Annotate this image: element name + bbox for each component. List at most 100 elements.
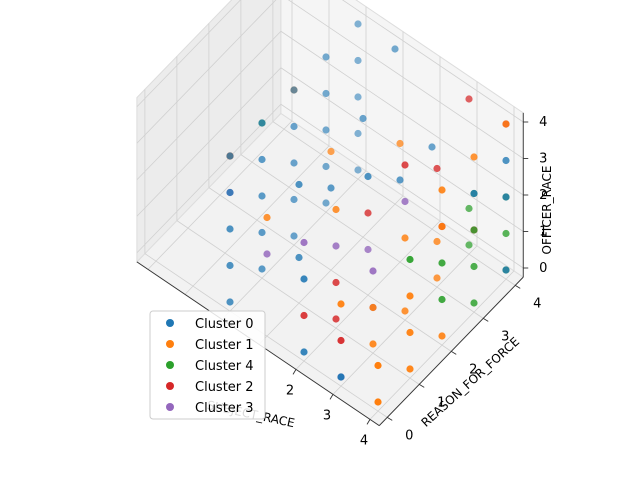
data-point-series-1 [401, 234, 409, 242]
grid-line-floor-x [147, 120, 293, 270]
grid-line-floor-x [258, 195, 404, 345]
data-point-series-2 [470, 262, 478, 271]
z-tick-label: 4 [539, 115, 547, 130]
data-point-series-0 [300, 348, 308, 356]
grid-line-back-z [280, 67, 524, 232]
data-point-series-0 [359, 114, 367, 123]
y-tick-mark [483, 317, 489, 322]
data-point-series-1 [396, 139, 404, 148]
data-point-series-2 [470, 299, 478, 307]
data-point-series-0 [322, 199, 330, 207]
z-tick-label: 2 [539, 188, 547, 203]
data-point-series-0 [290, 86, 298, 94]
data-point-series-1 [369, 340, 377, 348]
grid-line-floor-y [272, 121, 516, 286]
grid-line-floor-y [176, 220, 420, 385]
data-point-series-3 [465, 95, 473, 103]
data-point-series-0 [322, 53, 330, 61]
y-tick-mark [387, 416, 393, 421]
legend-marker [166, 361, 174, 369]
data-point-series-0 [354, 56, 362, 65]
data-point-series-0 [258, 155, 266, 164]
data-point-series-1 [470, 153, 478, 161]
data-point-series-0 [322, 126, 330, 134]
y-tick-label: 0 [405, 428, 413, 443]
data-point-series-0 [295, 180, 303, 189]
data-point-series-0 [300, 275, 308, 283]
y-tick-mark [515, 284, 521, 289]
data-point-series-0 [354, 129, 362, 138]
grid-line-left-z [136, 0, 241, 108]
grid-line-floor-x [369, 270, 515, 420]
data-point-series-0 [290, 232, 298, 240]
legend-marker [166, 382, 174, 390]
data-point-series-1 [327, 147, 335, 156]
data-point-series-0 [354, 20, 362, 28]
grid-line-floor-y [144, 253, 388, 418]
data-point-series-0 [322, 162, 330, 171]
legend-label: Cluster 4 [195, 359, 254, 374]
legend-label: Cluster 2 [195, 380, 254, 395]
data-point-series-4 [263, 250, 271, 258]
data-point-series-2 [406, 255, 414, 264]
z-axis-label: OFFICER_RACE [540, 166, 554, 255]
y-tick-label: 3 [501, 329, 509, 344]
data-point-series-4 [369, 267, 377, 275]
grid-line-left-z [136, 30, 282, 181]
grid-line-floor-x [332, 245, 478, 395]
grid-line-back-z [280, 30, 524, 196]
data-point-series-1 [438, 222, 446, 231]
data-point-series-0 [226, 152, 234, 160]
data-point-series-3 [332, 278, 340, 287]
legend: Cluster 0 Cluster 1 Cluster 4 Cluster 2 Clus… [149, 310, 266, 420]
data-point-series-3 [433, 164, 441, 173]
data-point-series-0 [258, 228, 266, 237]
data-point-series-0 [502, 156, 510, 165]
grid-line-back-z [287, 0, 524, 159]
grid-line-floor-x [221, 170, 367, 320]
data-point-series-4 [401, 197, 409, 206]
data-point-series-0 [322, 89, 330, 98]
x-tick-label: 4 [360, 433, 368, 448]
data-point-series-2 [438, 295, 446, 304]
data-point-series-0 [502, 266, 510, 274]
grid-line-floor-x [184, 145, 330, 295]
data-point-series-1 [438, 186, 446, 194]
data-point-series-1 [502, 120, 510, 128]
data-point-series-1 [263, 213, 271, 222]
data-point-series-0 [258, 192, 266, 200]
data-point-series-0 [226, 225, 234, 233]
z-tick-label: 1 [539, 225, 547, 240]
data-point-series-0 [290, 122, 298, 131]
data-point-series-0 [290, 159, 298, 167]
data-point-series-0 [258, 119, 266, 127]
data-point-series-3 [300, 311, 308, 320]
data-point-series-1 [401, 307, 409, 315]
x-tick-mark [329, 394, 334, 400]
data-point-series-2 [465, 241, 473, 249]
grid-line-back-z [280, 103, 524, 269]
grid-lines [136, 0, 524, 420]
grid-line-left-z [136, 0, 277, 144]
data-point-series-2 [438, 259, 446, 267]
x-tick-label: 3 [323, 408, 331, 423]
data-point-series-1 [332, 205, 340, 214]
legend-marker [166, 319, 174, 327]
legend-label: Cluster 3 [195, 401, 254, 416]
data-point-series-1 [369, 303, 377, 312]
data-point-series-0 [295, 253, 303, 262]
data-point-series-2 [470, 226, 478, 234]
data-point-series-1 [406, 292, 414, 300]
data-point-series-0 [327, 184, 335, 192]
data-point-series-1 [438, 332, 446, 340]
data-point-series-0 [258, 265, 266, 273]
data-point-series-2 [502, 229, 510, 238]
data-point-series-1 [406, 328, 414, 337]
x-tick-mark [366, 419, 371, 425]
grid-line-floor-x [295, 220, 441, 370]
data-point-series-1 [433, 274, 441, 282]
data-point-series-0 [226, 298, 234, 306]
data-point-series-0 [470, 189, 478, 198]
legend-label: Cluster 0 [195, 317, 254, 332]
